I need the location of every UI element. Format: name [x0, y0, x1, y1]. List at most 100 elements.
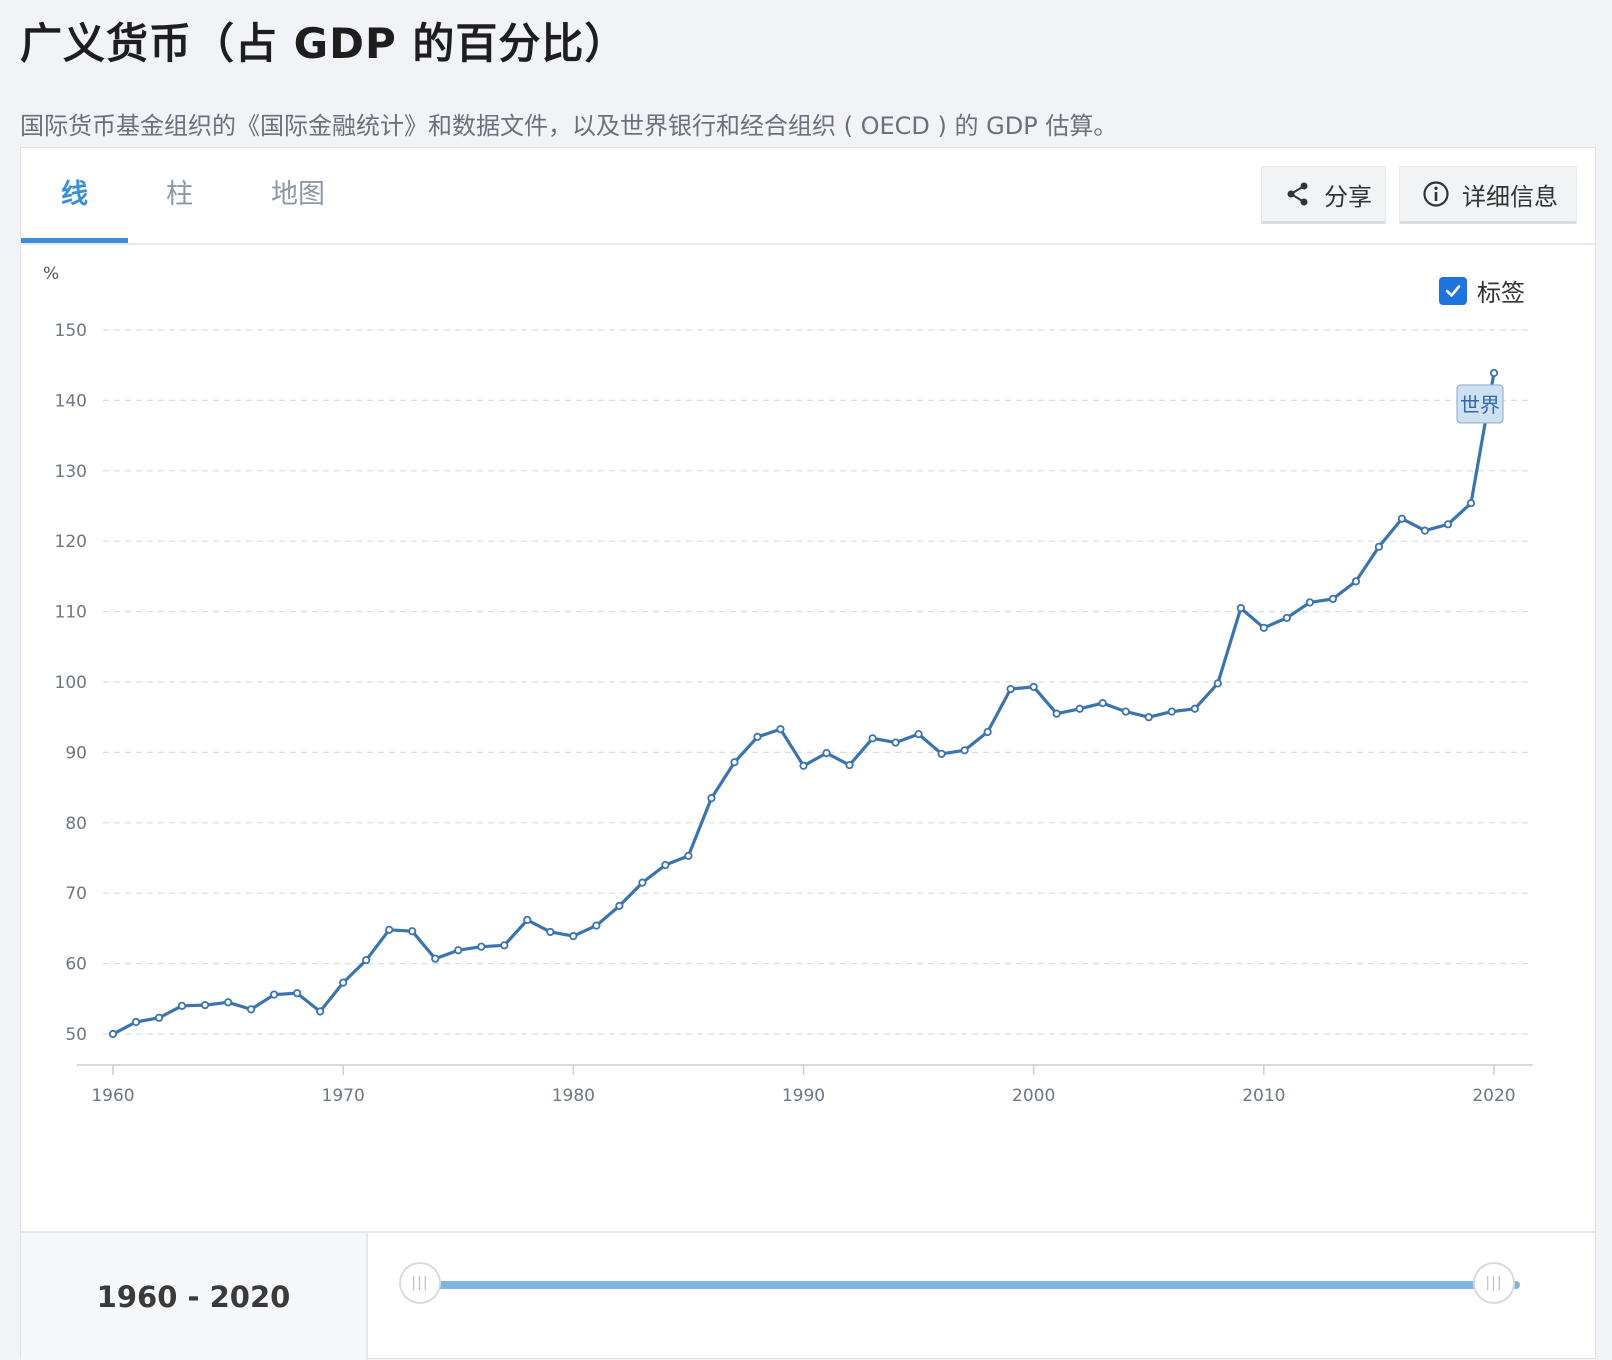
data-point	[799, 761, 808, 770]
data-point	[1167, 707, 1176, 716]
y-tick-label: 120	[55, 532, 87, 552]
data-point	[477, 942, 486, 951]
year-range-slider-track[interactable]	[435, 1281, 1520, 1289]
y-tick-label: 80	[65, 814, 87, 834]
checkmark-icon	[1445, 284, 1461, 297]
data-point	[270, 990, 279, 999]
x-tick-label: 1970	[322, 1086, 365, 1106]
data-point	[108, 1029, 118, 1039]
data-point	[223, 998, 233, 1007]
data-point	[1374, 542, 1384, 551]
data-point	[316, 1007, 325, 1016]
y-tick-label: 130	[55, 462, 87, 482]
share-button[interactable]: 分享	[1261, 166, 1386, 224]
data-point	[131, 1017, 141, 1027]
data-point	[684, 851, 693, 860]
data-point	[339, 978, 348, 987]
tab-line[interactable]: 线	[61, 179, 88, 210]
data-point	[1121, 707, 1130, 716]
data-point	[730, 758, 739, 767]
share-label: 分享	[1324, 182, 1372, 211]
data-point	[868, 734, 877, 743]
data-point	[1443, 520, 1453, 529]
active-tab-indicator	[21, 238, 128, 243]
x-tick-label: 1990	[782, 1086, 825, 1106]
data-point	[937, 749, 946, 758]
data-point	[1213, 679, 1222, 688]
y-tick-label: 100	[55, 673, 87, 693]
data-point	[638, 878, 647, 887]
share-icon	[1284, 180, 1312, 208]
data-point	[891, 738, 900, 747]
tab-bar-chart[interactable]: 柱	[166, 179, 193, 210]
data-point	[914, 729, 923, 739]
x-tick-label: 2010	[1242, 1086, 1285, 1106]
data-point	[1144, 713, 1153, 722]
data-point	[500, 941, 509, 950]
data-point	[1282, 613, 1291, 623]
data-point	[776, 725, 785, 734]
data-point	[753, 732, 762, 742]
info-icon	[1422, 180, 1450, 208]
tab-map[interactable]: 地图	[271, 179, 325, 210]
page-title: 广义货币（占 GDP 的百分比）	[20, 19, 628, 68]
data-point	[1052, 709, 1061, 718]
x-tick-label: 1980	[552, 1086, 595, 1106]
data-point	[707, 794, 716, 803]
data-point	[200, 1001, 210, 1010]
details-button[interactable]: 详细信息	[1399, 166, 1577, 224]
data-point	[1420, 526, 1430, 535]
data-point	[983, 727, 992, 737]
range-footer: 1960 - 2020 ||| |||	[21, 1231, 1595, 1360]
slider-end-handle[interactable]: |||	[1473, 1262, 1515, 1304]
data-point	[1351, 577, 1361, 586]
line-chart: % 50 60 70 80 90 100 110 120 130 140 150 1960 1970 198…	[43, 264, 1533, 1106]
series-label-world: 世界	[1460, 393, 1500, 417]
data-point	[822, 749, 831, 758]
data-point	[1075, 704, 1084, 713]
labels-toggle[interactable]: 标签	[1439, 273, 1525, 308]
data-point	[1006, 684, 1015, 694]
data-point	[1489, 368, 1499, 378]
data-point	[362, 955, 371, 965]
labels-toggle-label: 标签	[1477, 279, 1525, 307]
data-point	[454, 946, 463, 955]
details-label: 详细信息	[1462, 182, 1558, 211]
data-point	[523, 915, 532, 925]
data-point	[1466, 499, 1476, 508]
data-point	[569, 932, 578, 941]
data-point	[661, 860, 670, 870]
y-tick-label: 50	[65, 1025, 87, 1045]
data-point	[960, 746, 969, 755]
grip-icon: |||	[1485, 1275, 1503, 1291]
slider-start-handle[interactable]: |||	[399, 1262, 441, 1304]
labels-checkbox[interactable]	[1439, 276, 1467, 305]
data-point	[592, 921, 601, 930]
y-tick-label: 90	[65, 743, 87, 763]
data-point	[1236, 603, 1245, 613]
series-label-box	[1456, 384, 1504, 424]
data-point	[615, 901, 624, 910]
y-tick-label: 150	[55, 321, 87, 341]
year-range-label: 1960 - 2020	[21, 1233, 368, 1360]
data-point	[845, 760, 854, 770]
page-subtitle: 国际货币基金组织的《国际金融统计》和数据文件，以及世界银行和经合组织 ( OEC…	[20, 112, 1118, 140]
data-point	[1190, 704, 1199, 713]
grip-icon: |||	[411, 1275, 429, 1291]
y-tick-label: 70	[65, 884, 87, 904]
chart-area: % 50 60 70 80 90 100 110 120 130 140 150 1960 1970 198…	[21, 245, 1595, 1225]
x-tick-label: 2000	[1012, 1086, 1055, 1106]
data-point	[1029, 682, 1038, 692]
data-point	[1098, 699, 1107, 708]
data-point	[385, 925, 394, 934]
chart-panel: 线 柱 地图 分享	[20, 147, 1596, 1360]
data-point	[293, 989, 302, 998]
series-line-world	[112, 372, 1496, 1036]
data-point	[546, 927, 555, 937]
data-point	[247, 1005, 256, 1014]
data-point	[1305, 598, 1314, 607]
x-tick-label: 2020	[1472, 1086, 1515, 1106]
data-point	[154, 1013, 164, 1022]
y-tick-label: 110	[55, 603, 87, 623]
x-tick-label: 1960	[91, 1086, 134, 1106]
